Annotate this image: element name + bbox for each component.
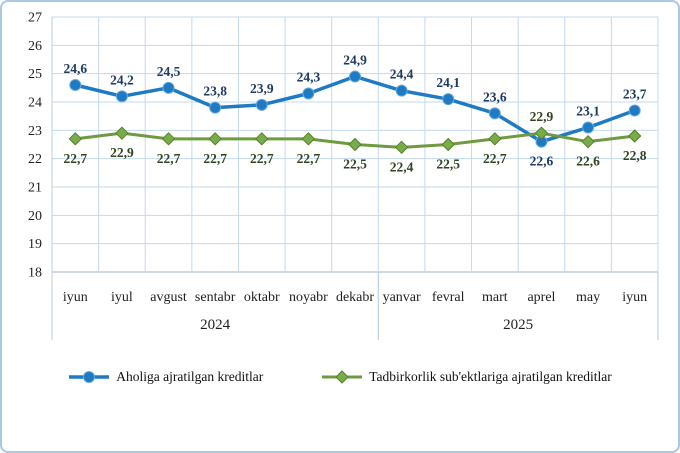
data-point-diamond	[68, 132, 83, 146]
x-tick-label: noyabr	[289, 290, 328, 305]
data-point-circle	[582, 121, 595, 134]
data-point-diamond	[534, 126, 549, 140]
gridlines: 27 26 25 24 23 22 21 20 19 18	[28, 11, 659, 281]
data-label: 24,3	[297, 70, 321, 85]
data-label: 23,6	[483, 89, 507, 104]
data-point-diamond	[394, 140, 409, 155]
y-tick-label: 27	[28, 11, 42, 26]
data-label: 22,5	[436, 157, 460, 172]
data-label: 24,1	[436, 75, 460, 90]
y-tick-label: 22	[28, 152, 42, 167]
x-tick-label: iyun	[622, 290, 647, 305]
data-label: 22,7	[483, 151, 507, 166]
data-point-diamond	[115, 126, 129, 140]
data-point-circle	[349, 70, 361, 83]
data-point-circle	[209, 101, 222, 114]
x-tick-label: yanvar	[383, 290, 421, 305]
year-group-label: 2024	[200, 317, 231, 333]
legend-label-aholi: Aholiga ajratilgan kreditlar	[116, 369, 264, 384]
x-tick-label: fevral	[432, 290, 465, 305]
legend-label-tadbirkorlik: Tadbirkorlik sub'ektlariga ajratilgan kr…	[369, 369, 612, 384]
y-tick-label: 21	[28, 181, 42, 196]
y-tick-label: 24	[28, 96, 42, 111]
series-tadbirkorlik: 22,7 22,9 22,7 22,7 22,7 22,7 22,5 22,4 22,5 22,7…	[63, 109, 646, 174]
data-label: 24,2	[110, 72, 134, 87]
data-label: 24,9	[343, 53, 367, 68]
data-point-circle	[628, 104, 641, 117]
data-point-diamond	[255, 132, 269, 146]
data-label: 22,5	[343, 157, 367, 172]
data-point-diamond	[581, 134, 595, 149]
data-point-diamond	[627, 129, 642, 143]
blue-circle-marker-icon	[68, 370, 110, 384]
data-label: 22,6	[576, 154, 600, 169]
legend-item-tadbirkorlik-kreditlar: Tadbirkorlik sub'ektlariga ajratilgan kr…	[321, 369, 612, 385]
data-label: 23,7	[623, 87, 647, 102]
data-label: 23,9	[250, 81, 274, 96]
data-label: 24,4	[390, 67, 414, 82]
data-point-diamond	[161, 132, 176, 146]
y-tick-label: 20	[28, 209, 42, 224]
data-label: 22,7	[250, 151, 274, 166]
x-tick-label: dekabr	[336, 290, 374, 305]
data-label: 23,8	[203, 84, 227, 99]
x-tick-label: may	[576, 290, 600, 305]
data-label: 22,8	[623, 148, 647, 163]
data-point-diamond	[348, 137, 362, 152]
data-point-circle	[255, 98, 268, 111]
y-tick-label: 25	[28, 67, 42, 82]
y-tick-label: 19	[28, 237, 42, 252]
data-point-circle	[442, 93, 455, 106]
x-tick-label: sentabr	[195, 290, 236, 305]
year-group-label: 2025	[503, 317, 533, 333]
line-chart: 27 26 25 24 23 22 21 20 19 18 2024 2025 iyun iyul avgu…	[28, 11, 659, 340]
data-point-diamond	[488, 132, 502, 146]
data-label: 22,6	[530, 154, 554, 169]
data-point-circle	[488, 107, 501, 120]
data-point-circle	[69, 79, 82, 91]
green-diamond-marker-icon	[321, 370, 363, 384]
category-axis: 2024 2025 iyun iyul avgust sentabr oktabr noyab…	[51, 17, 659, 340]
x-tick-label: avgust	[150, 290, 187, 305]
y-tick-label: 26	[28, 39, 42, 54]
data-label: 22,9	[530, 109, 554, 124]
x-tick-label: iyul	[111, 290, 133, 305]
legend-item-aholi-kreditlar: Aholiga ajratilgan kreditlar	[68, 369, 263, 385]
data-point-diamond	[441, 137, 455, 152]
data-point-circle	[395, 84, 408, 97]
data-label: 23,1	[576, 104, 600, 119]
data-label: 24,6	[63, 61, 87, 76]
data-point-circle	[115, 90, 128, 103]
data-label: 22,9	[110, 145, 134, 160]
chart-legend: Aholiga ajratilgan kreditlar Tadbirkorli…	[2, 369, 678, 385]
data-label: 22,7	[63, 151, 87, 166]
data-label: 22,7	[157, 151, 181, 166]
data-point-diamond	[208, 132, 222, 146]
y-tick-label: 23	[28, 124, 42, 139]
x-tick-label: iyun	[63, 290, 88, 305]
data-label: 22,7	[203, 151, 227, 166]
x-tick-label: oktabr	[244, 290, 280, 305]
data-label: 22,4	[390, 159, 414, 174]
data-label: 24,5	[157, 64, 181, 79]
data-label: 22,7	[297, 151, 321, 166]
x-tick-label: mart	[482, 290, 508, 305]
data-point-circle	[302, 87, 315, 100]
x-tick-label: aprel	[527, 290, 555, 305]
series-aholi: 24,6 24,2 24,5 23,8 23,9 24,3 24,9 24,4 24,1 23,6…	[63, 53, 646, 169]
data-point-circle	[162, 81, 175, 94]
data-point-diamond	[301, 132, 316, 146]
y-tick-label: 18	[28, 266, 42, 281]
